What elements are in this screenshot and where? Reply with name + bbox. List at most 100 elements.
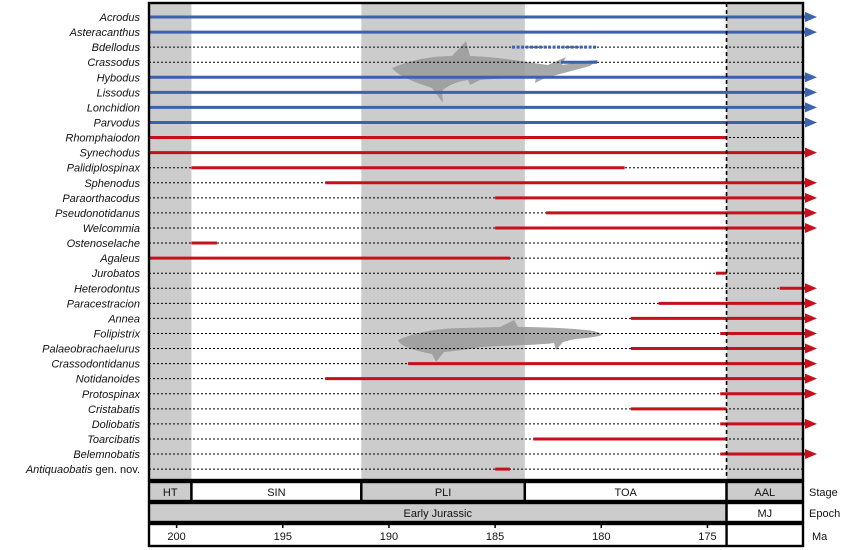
- taxon-row-doliobatis: Doliobatis: [92, 418, 817, 431]
- stage-row-label: Stage: [809, 487, 838, 499]
- taxon-name: Palidiplospinax: [67, 163, 141, 175]
- taxon-row-notidanoides: Notidanoides: [76, 373, 817, 386]
- taxon-name: Lonchidion: [87, 102, 140, 114]
- range-arrow: [805, 328, 817, 339]
- taxon-label: Crassodus: [87, 57, 140, 69]
- taxon-label: Paracestracion: [67, 298, 140, 310]
- taxon-name: Folipistrix: [94, 328, 141, 340]
- stage-label: PLI: [435, 487, 452, 499]
- taxon-label: Belemnobatis: [73, 449, 140, 461]
- taxon-label: Crassodontidanus: [51, 359, 140, 371]
- epoch-cell-mj: [725, 501, 805, 524]
- range-arrow: [805, 72, 817, 83]
- taxon-name: Sphenodus: [84, 178, 140, 190]
- taxon-label: Antiquaobatis gen. nov.: [25, 464, 140, 476]
- taxon-row-jurobatos: Jurobatos: [91, 268, 803, 280]
- taxon-name: Belemnobatis: [73, 449, 140, 461]
- taxon-name: Notidanoides: [76, 374, 141, 386]
- stage-shade-aal: [726, 3, 803, 480]
- taxon-name: Synechodus: [79, 148, 140, 160]
- taxon-name: Paracestracion: [67, 298, 140, 310]
- taxon-name: Welcommia: [83, 223, 140, 235]
- range-arrow: [805, 298, 817, 309]
- taxon-label: Rhomphaiodon: [65, 133, 140, 145]
- taxon-name: Cristabatis: [88, 404, 140, 416]
- taxon-label: Paraorthacodus: [62, 193, 140, 205]
- taxon-label: Protospinax: [82, 389, 141, 401]
- taxon-label: Asteracanthus: [69, 27, 141, 39]
- taxon-label: Palaeobrachaelurus: [42, 344, 140, 356]
- range-arrow: [805, 313, 817, 324]
- chart-frames: [147, 1, 805, 482]
- taxon-label: Jurobatos: [91, 268, 141, 280]
- taxon-row-ostenoselache: Ostenoselache: [67, 238, 803, 250]
- taxon-label: Palidiplospinax: [67, 163, 141, 175]
- range-arrow: [805, 12, 817, 22]
- taxon-name: Paraorthacodus: [62, 193, 140, 205]
- silhouettes: [392, 41, 602, 362]
- taxon-label: Agaleus: [99, 253, 140, 265]
- epoch-label: MJ: [757, 508, 772, 520]
- taxon-label: Doliobatis: [92, 419, 141, 431]
- taxon-row-asteracanthus: Asteracanthus: [69, 27, 817, 39]
- range-arrow: [805, 343, 817, 354]
- stage-label: TOA: [614, 487, 637, 499]
- taxon-name: Hybodus: [97, 72, 141, 84]
- taxon-row-protospinax: Protospinax: [82, 388, 817, 401]
- range-arrow: [805, 358, 817, 369]
- taxon-row-palaeobrachaelurus: Palaeobrachaelurus: [42, 343, 817, 356]
- taxon-row-paraorthacodus: Paraorthacodus: [62, 192, 817, 205]
- taxon-label: Lonchidion: [87, 102, 140, 114]
- time-bands: HT SIN PLI TOA AAL Stage Early Jurassic MJ Epoch…: [147, 480, 840, 548]
- taxon-label: Welcommia: [83, 223, 140, 235]
- taxon-label: Parvodus: [94, 117, 141, 129]
- range-arrow: [805, 373, 817, 384]
- taxon-row-cristabatis: Cristabatis: [88, 404, 803, 416]
- range-arrow: [805, 418, 817, 429]
- range-arrow: [805, 177, 817, 188]
- taxon-row-parvodus: Parvodus: [94, 117, 817, 129]
- taxon-label: Notidanoides: [76, 374, 141, 386]
- x-tick-label: 185: [486, 531, 504, 543]
- epoch-label: Early Jurassic: [404, 508, 473, 520]
- taxon-row-annea: Annea: [107, 313, 817, 325]
- taxon-row-lissodus: Lissodus: [97, 87, 817, 99]
- taxon-name: Bdellodus: [92, 42, 141, 54]
- range-arrow: [805, 117, 817, 128]
- range-arrow: [805, 87, 817, 98]
- taxon-label: Annea: [107, 313, 140, 325]
- taxon-label: Hybodus: [97, 72, 141, 84]
- taxon-row-hybodus: Hybodus: [97, 72, 817, 84]
- taxon-row-crassodus: Crassodus: [87, 57, 803, 69]
- range-arrow: [805, 147, 817, 158]
- taxon-label: Acrodus: [99, 12, 141, 24]
- taxon-label: Cristabatis: [88, 404, 140, 416]
- taxon-label: Lissodus: [97, 87, 141, 99]
- range-arrow: [805, 102, 817, 113]
- range-arrow: [805, 283, 817, 294]
- taxon-name-suffix: gen. nov.: [93, 464, 141, 476]
- stage-shade-ht: [149, 3, 192, 480]
- plot-frame: [147, 1, 805, 482]
- taxon-row-paracestracion: Paracestracion: [67, 298, 817, 310]
- stage-label: AAL: [754, 487, 775, 499]
- ma-axis-frame: [147, 522, 805, 548]
- taxon-name: Crassodontidanus: [51, 359, 140, 371]
- range-arrow: [805, 27, 817, 38]
- taxon-label: Toarcibatis: [87, 434, 140, 446]
- taxon-name: Lissodus: [97, 87, 141, 99]
- taxon-name: Rhomphaiodon: [65, 133, 140, 145]
- taxon-label: Folipistrix: [94, 328, 141, 340]
- taxon-row-rhomphaiodon: Rhomphaiodon: [65, 133, 803, 145]
- taxon-label: Ostenoselache: [67, 238, 140, 250]
- taxon-row-sphenodus: Sphenodus: [84, 177, 817, 190]
- taxon-name: Acrodus: [99, 12, 141, 24]
- taxon-name: Parvodus: [94, 117, 141, 129]
- range-arrow: [805, 207, 817, 218]
- taxon-name: Heterodontus: [74, 283, 141, 295]
- taxon-row-synechodus: Synechodus: [79, 147, 817, 160]
- taxon-name: Palaeobrachaelurus: [42, 344, 140, 356]
- taxon-name: Protospinax: [82, 389, 141, 401]
- taxon-row-acrodus: Acrodus: [99, 12, 817, 24]
- taxon-row-belemnobatis: Belemnobatis: [73, 449, 817, 461]
